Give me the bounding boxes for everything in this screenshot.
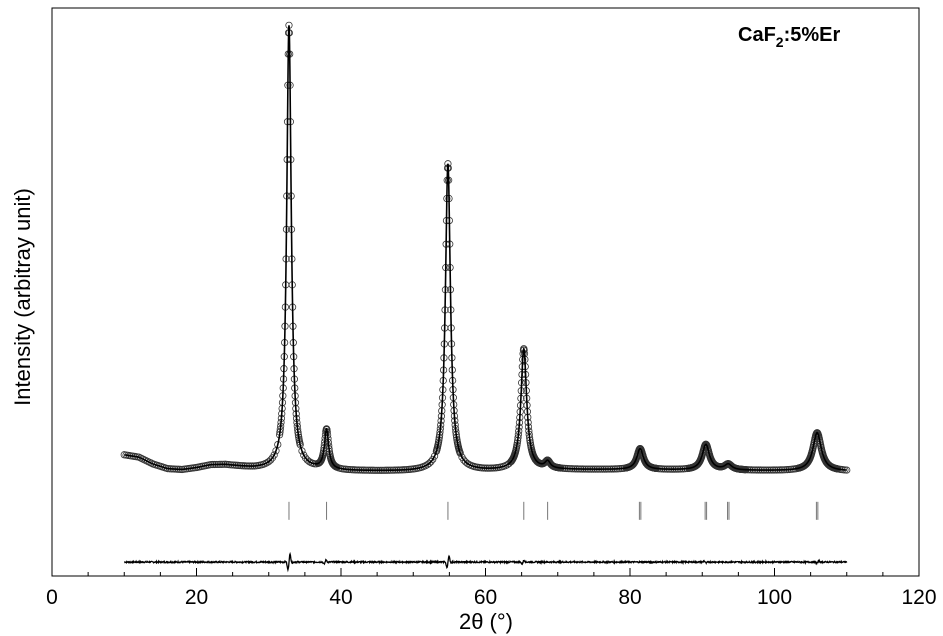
- x-tick-label: 120: [901, 586, 936, 609]
- x-axis: 0 20 40 60 80 100 120: [46, 568, 937, 609]
- observed-point: [501, 462, 509, 470]
- sample-label-base: CaF: [738, 24, 776, 46]
- plot-frame: [51, 7, 920, 577]
- sample-label: CaF2:5%Er: [738, 24, 841, 50]
- observed-point: [303, 456, 311, 464]
- x-tick-label: 20: [185, 586, 208, 609]
- calculated-curve-layer: [124, 25, 847, 472]
- sample-label-suffix: :5%Er: [784, 24, 841, 46]
- bragg-reflection-markers: [288, 501, 819, 520]
- observed-point: [298, 447, 306, 455]
- observed-point: [263, 459, 271, 467]
- observed-point: [261, 460, 269, 468]
- x-tick-label: 0: [46, 586, 58, 609]
- observed-point: [301, 454, 310, 462]
- y-axis-title: Intensity (arbitray unit): [10, 188, 35, 406]
- difference-curve: [124, 551, 848, 573]
- observed-data-points: [120, 21, 851, 474]
- x-tick-label: 40: [329, 586, 352, 609]
- calculated-curve: [124, 25, 847, 472]
- observed-point: [265, 458, 273, 466]
- x-tick-label: 100: [757, 586, 792, 609]
- observed-point: [421, 462, 430, 470]
- observed-point: [462, 458, 470, 466]
- x-tick-label: 60: [474, 586, 497, 609]
- observed-point: [270, 451, 278, 459]
- plot-border: [51, 7, 920, 577]
- sample-label-subscript: 2: [776, 34, 784, 50]
- observed-point: [266, 456, 275, 464]
- observed-point: [425, 459, 433, 468]
- difference-curve-layer: [124, 551, 848, 573]
- x-tick-label: 80: [618, 586, 641, 609]
- x-axis-title: 2θ (°): [459, 609, 513, 634]
- observed-point: [456, 449, 464, 457]
- observed-point: [427, 458, 435, 466]
